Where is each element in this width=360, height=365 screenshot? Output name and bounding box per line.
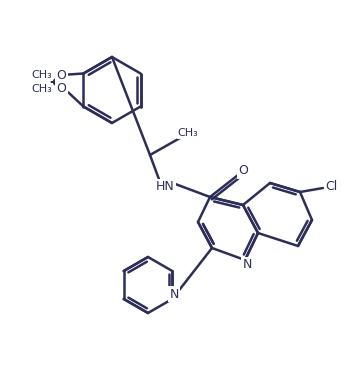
Text: CH₃: CH₃ — [31, 85, 52, 95]
Text: N: N — [242, 258, 252, 272]
Text: O: O — [238, 165, 248, 177]
Text: HN: HN — [156, 181, 174, 193]
Text: N: N — [170, 288, 179, 300]
Text: O: O — [57, 69, 66, 82]
Text: O: O — [57, 82, 66, 95]
Text: CH₃: CH₃ — [177, 128, 198, 138]
Text: CH₃: CH₃ — [31, 69, 52, 80]
Text: Cl: Cl — [325, 181, 337, 193]
